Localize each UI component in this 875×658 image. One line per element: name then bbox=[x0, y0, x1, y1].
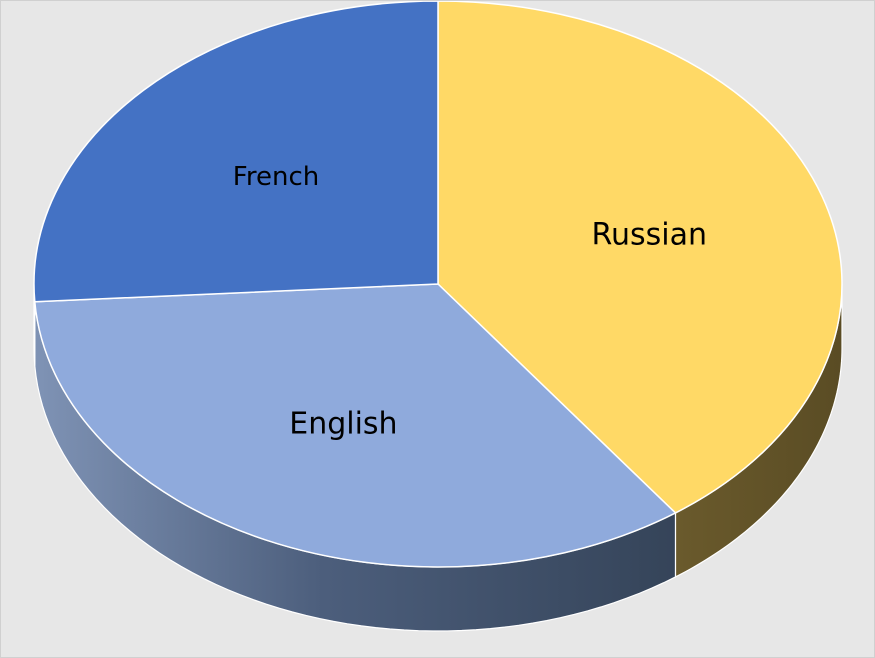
pie-slice-russian bbox=[437, 1, 843, 514]
pie-slice-english bbox=[34, 283, 677, 568]
pie-labels: Russian English French bbox=[233, 162, 707, 441]
pie-label-russian: Russian bbox=[592, 217, 708, 252]
pie-slice-french bbox=[33, 1, 439, 303]
pie-label-french: French bbox=[233, 162, 319, 192]
pie-label-english: English bbox=[289, 406, 397, 441]
pie-top-slices bbox=[33, 1, 843, 568]
